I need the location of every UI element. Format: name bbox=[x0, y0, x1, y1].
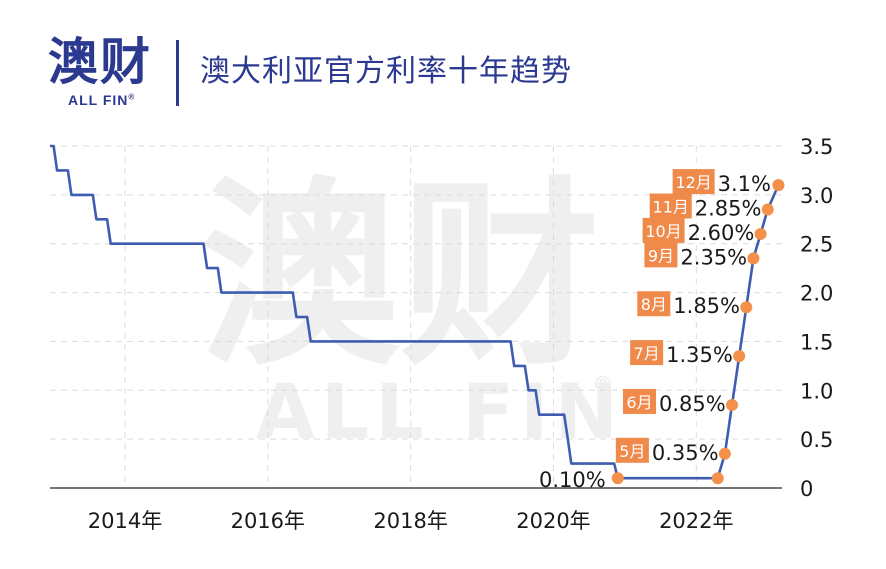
data-point bbox=[740, 301, 753, 314]
y-tick-label: 2.0 bbox=[800, 282, 833, 306]
month-badge bbox=[672, 169, 715, 195]
data-label: 1.85% bbox=[673, 294, 740, 318]
y-tick-label: 0.5 bbox=[800, 428, 833, 452]
y-tick-label: 3.5 bbox=[800, 135, 833, 159]
y-tick-label: 1.0 bbox=[800, 379, 833, 403]
month-label: 6月 bbox=[626, 393, 652, 412]
data-label: 0.35% bbox=[652, 441, 719, 465]
data-point bbox=[747, 252, 760, 265]
data-label: 2.85% bbox=[695, 197, 762, 221]
month-badge bbox=[644, 242, 678, 268]
data-label: 0.85% bbox=[659, 392, 726, 416]
watermark-en: ALL FIN bbox=[256, 367, 624, 456]
chart-title: 澳大利亚官方利率十年趋势 bbox=[200, 54, 572, 89]
data-label: 2.35% bbox=[680, 245, 747, 269]
month-badge bbox=[649, 193, 692, 219]
watermark-reg: ® bbox=[592, 373, 614, 398]
month-label: 5月 bbox=[619, 442, 645, 461]
markers bbox=[611, 179, 785, 485]
month-badge bbox=[615, 437, 649, 463]
month-badge bbox=[630, 340, 664, 366]
y-tick-label: 2.5 bbox=[800, 233, 833, 257]
watermark: 澳财 ALL FIN ® bbox=[200, 160, 624, 456]
x-tick-label: 2014年 bbox=[88, 509, 162, 533]
month-label: 7月 bbox=[634, 344, 660, 363]
data-point bbox=[711, 472, 724, 485]
logo-text: 澳财 bbox=[48, 33, 152, 91]
x-tick-label: 2018年 bbox=[373, 509, 447, 533]
logo-subtext: ALL FIN® bbox=[68, 92, 135, 108]
data-point bbox=[726, 398, 739, 411]
y-tick-label: 0 bbox=[800, 477, 813, 501]
x-tick-label: 2020年 bbox=[516, 509, 590, 533]
data-point bbox=[754, 227, 767, 240]
registered-mark: ® bbox=[128, 92, 136, 102]
month-badge bbox=[623, 388, 657, 414]
month-badge bbox=[642, 217, 685, 243]
y-tick-label: 3.0 bbox=[800, 184, 833, 208]
data-label: 3.1% bbox=[718, 172, 771, 196]
month-label: 10月 bbox=[645, 222, 681, 241]
x-tick-label: 2016年 bbox=[231, 509, 305, 533]
data-point bbox=[718, 447, 731, 460]
data-point bbox=[733, 350, 746, 363]
data-label: 2.60% bbox=[688, 221, 755, 245]
logo-en-text: ALL FIN bbox=[68, 92, 129, 108]
data-point bbox=[611, 472, 624, 485]
month-label: 9月 bbox=[648, 246, 674, 265]
month-label: 11月 bbox=[653, 198, 689, 217]
month-label: 12月 bbox=[675, 173, 711, 192]
axes: 0 0.5 1.0 1.5 2.0 2.5 3.0 3.5 2014年 2016年 2018年 202… bbox=[50, 135, 833, 533]
watermark-cn: 澳财 bbox=[200, 160, 600, 393]
month-badge bbox=[637, 291, 671, 317]
data-point bbox=[761, 203, 774, 216]
header: 澳财 ALL FIN® 澳大利亚官方利率十年趋势 bbox=[0, 0, 886, 120]
month-label: 8月 bbox=[641, 295, 667, 314]
data-label: 1.35% bbox=[666, 343, 733, 367]
header-divider bbox=[176, 40, 179, 106]
data-label: 0.10% bbox=[539, 468, 606, 492]
y-tick-label: 1.5 bbox=[800, 330, 833, 354]
data-point bbox=[772, 179, 785, 192]
x-tick-label: 2022年 bbox=[659, 509, 733, 533]
data-labels: 0.10% 5月 0.35% 6月 0.85% 7月 1.35% 8月 1.85% 9月 2.35%… bbox=[539, 169, 771, 492]
